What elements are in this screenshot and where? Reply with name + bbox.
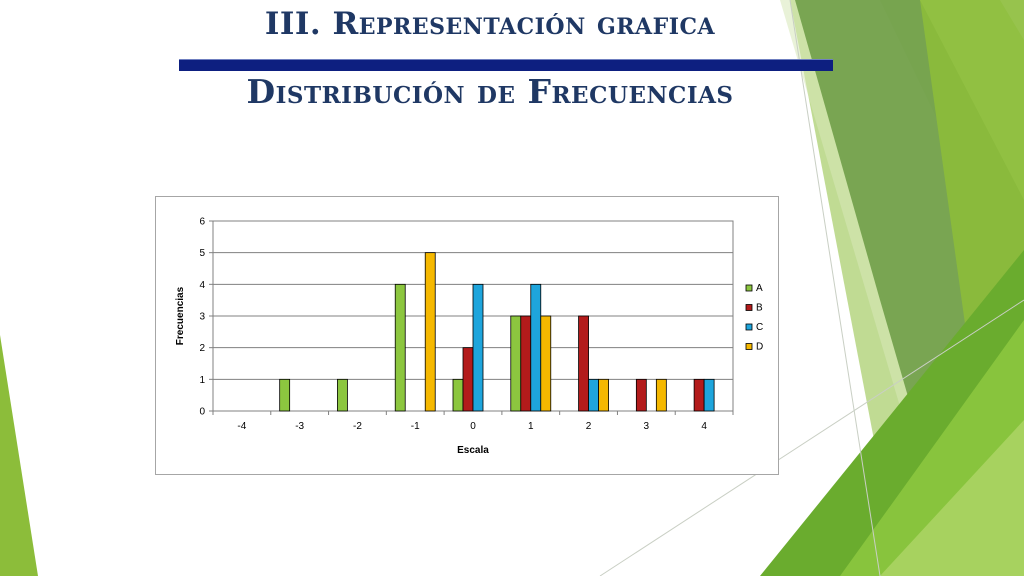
legend-swatch-A [745, 284, 753, 292]
bar-A-1 [510, 315, 522, 412]
x-axis-title: Escala [457, 445, 489, 456]
x-tick-label: 1 [528, 421, 534, 432]
legend-label-A: A [756, 283, 763, 294]
bar-C-4 [703, 378, 715, 412]
x-tick-label: 0 [470, 421, 476, 432]
x-tick-label: -3 [295, 421, 304, 432]
x-tick-label: 3 [644, 421, 650, 432]
slide-subtitle: Distribución de Frecuencias [246, 72, 734, 111]
x-tick-label: 4 [701, 421, 707, 432]
legend-swatch-C [745, 323, 753, 331]
y-tick-label: 2 [199, 343, 205, 354]
y-tick-label: 4 [199, 280, 205, 291]
slide-title: III. Representación grafica [264, 6, 716, 42]
bar-B-2 [578, 315, 589, 412]
bar-B-1 [520, 315, 532, 412]
chart-container: 0 1 2 3 4 5 6 -4 -3 -2 -1 0 1 2 3 4 Escala Frecuencias A B C… [155, 196, 779, 475]
bar-D--1 [424, 252, 436, 412]
bar-C-1 [530, 283, 542, 412]
bar-B-3 [635, 378, 647, 412]
y-axis-title: Frecuencias [175, 286, 186, 345]
x-tick-label: -2 [353, 421, 362, 432]
y-tick-label: 5 [199, 248, 205, 259]
legend-label-D: D [756, 342, 763, 353]
y-tick-label: 0 [199, 407, 205, 418]
legend-label-C: C [756, 322, 763, 333]
bar-B-4 [693, 378, 705, 412]
x-tick-label: -1 [411, 421, 420, 432]
title-divider [179, 59, 833, 71]
bar-B-0 [462, 347, 474, 412]
x-tick-label: -4 [237, 421, 246, 432]
bar-A--3 [279, 378, 291, 412]
bar-A-0 [452, 378, 464, 412]
bar-A--1 [394, 283, 406, 412]
bar-chart: 0 1 2 3 4 5 6 -4 -3 -2 -1 0 1 2 3 4 Escala Frecuencias ABC… [175, 217, 769, 456]
legend-swatch-B [745, 304, 753, 311]
legend-label-B: B [756, 303, 763, 314]
bar-D-3 [655, 378, 667, 412]
legend [740, 278, 769, 360]
y-tick-label: 1 [199, 375, 205, 386]
bar-D-2 [598, 378, 609, 412]
x-tick-label: 2 [586, 421, 592, 432]
bar-C-2 [588, 378, 599, 412]
bar-C-0 [472, 283, 484, 412]
y-tick-label: 3 [199, 312, 205, 323]
y-tick-label: 6 [199, 217, 205, 228]
bar-D-1 [540, 315, 552, 412]
bar-A--2 [337, 378, 348, 412]
legend-swatch-D [745, 343, 753, 350]
